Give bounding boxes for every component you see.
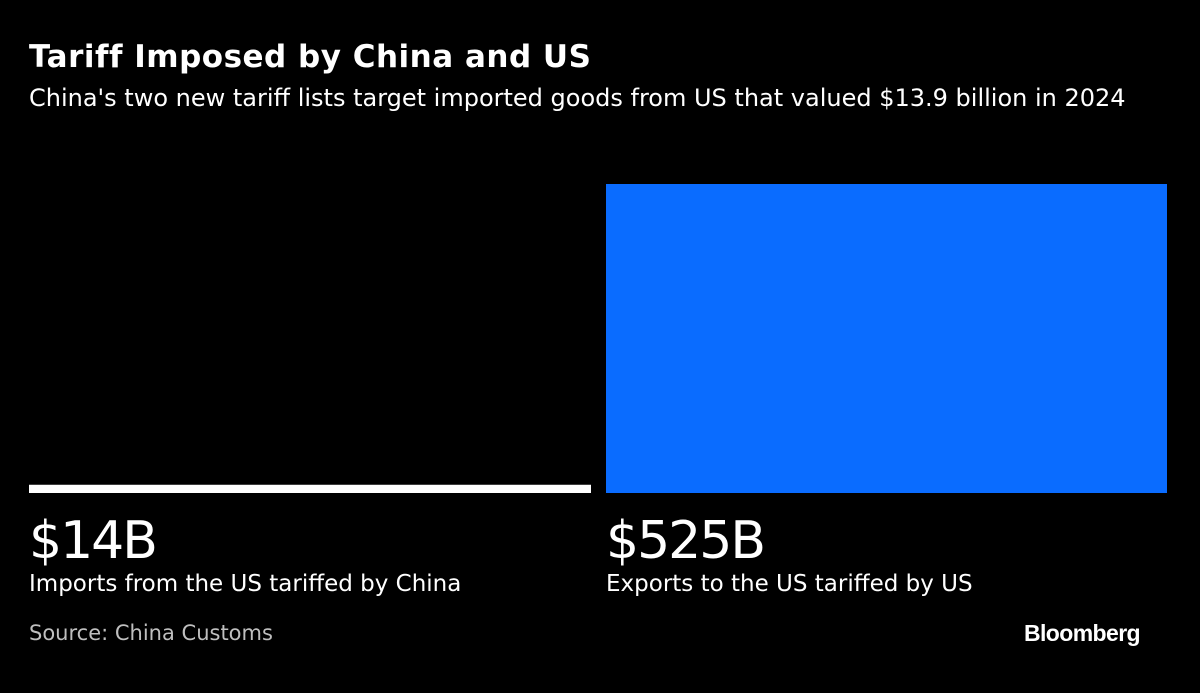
chart-title: Tariff Imposed by China and US	[29, 39, 592, 75]
bloomberg-logo: Bloomberg	[1024, 620, 1141, 646]
bar-1	[29, 484, 591, 493]
bar-category-label-2: Exports to the US tariffed by US	[606, 571, 973, 597]
bar-category-label-1: Imports from the US tariffed by China	[29, 571, 461, 597]
bar-value-label-2: $525B	[606, 511, 764, 571]
bar-2	[606, 184, 1167, 493]
bar-value-label-1: $14B	[29, 511, 156, 571]
chart-subtitle: China's two new tariff lists target impo…	[29, 84, 1126, 112]
source-note: Source: China Customs	[29, 621, 273, 645]
